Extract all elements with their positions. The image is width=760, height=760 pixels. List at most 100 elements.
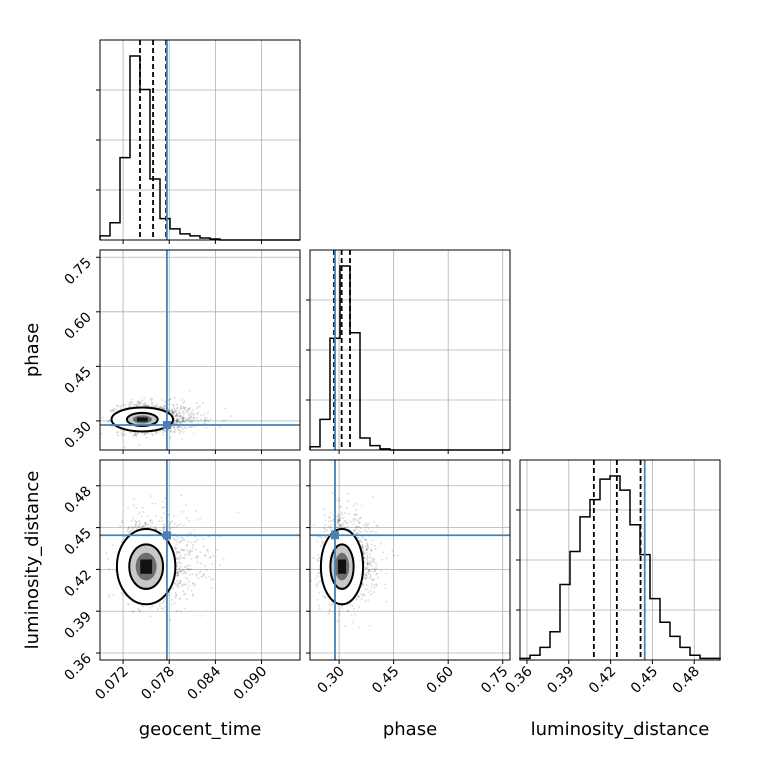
sample-point <box>144 432 147 435</box>
sample-point <box>195 557 198 560</box>
sample-point <box>129 405 132 408</box>
sample-point <box>183 524 186 527</box>
sample-point <box>163 525 166 528</box>
sample-point <box>171 520 174 523</box>
sample-point <box>373 586 376 589</box>
sample-point <box>192 528 195 531</box>
sample-point <box>174 415 177 418</box>
sample-point <box>193 541 196 544</box>
sample-point <box>365 552 368 555</box>
sample-point <box>180 540 183 543</box>
sample-point <box>199 551 202 554</box>
sample-point <box>198 405 201 408</box>
sample-point <box>175 419 178 422</box>
sample-point <box>112 409 115 412</box>
sample-point <box>171 598 174 601</box>
sample-point <box>189 417 192 420</box>
sample-point <box>212 555 215 558</box>
sample-point <box>327 612 330 615</box>
sample-point <box>358 517 361 520</box>
sample-point <box>327 525 330 528</box>
sample-point <box>186 543 189 546</box>
sample-point <box>184 592 187 595</box>
sample-point <box>204 418 207 421</box>
sample-point <box>175 539 178 542</box>
sample-point <box>335 520 338 523</box>
sample-point <box>154 525 157 528</box>
sample-point <box>184 565 187 568</box>
sample-point <box>161 519 164 522</box>
sample-point <box>182 428 185 431</box>
sample-point <box>373 583 376 586</box>
sample-point <box>203 419 206 422</box>
sample-point <box>190 412 193 415</box>
sample-point <box>178 561 181 564</box>
x-tick-label: 0.42 <box>586 664 619 697</box>
sample-point <box>316 575 319 578</box>
x-tick-label: 0.60 <box>424 664 457 697</box>
sample-point <box>179 415 182 418</box>
sample-point <box>182 549 185 552</box>
sample-point <box>177 586 180 589</box>
sample-point <box>134 433 137 436</box>
sample-point <box>155 405 158 408</box>
sample-point <box>163 524 166 527</box>
panel-phase-luminosity_distance <box>310 492 399 629</box>
sample-point <box>159 406 162 409</box>
sample-point <box>182 415 185 418</box>
contour-inner <box>329 543 355 590</box>
sample-point <box>316 598 319 601</box>
sample-point <box>355 526 358 529</box>
sample-point <box>143 433 146 436</box>
sample-point <box>357 595 360 598</box>
sample-point <box>176 414 179 417</box>
sample-point <box>336 526 339 529</box>
sample-point <box>109 410 112 413</box>
sample-point <box>355 528 358 531</box>
sample-point <box>336 522 339 525</box>
sample-point <box>135 434 138 437</box>
sample-point <box>371 558 374 561</box>
contour-outer <box>110 406 175 433</box>
sample-point <box>192 432 195 435</box>
sample-point <box>137 524 140 527</box>
sample-point <box>178 415 181 418</box>
sample-point <box>365 574 368 577</box>
sample-point <box>355 502 358 505</box>
sample-point <box>137 607 140 610</box>
sample-point <box>187 568 190 571</box>
sample-point <box>316 558 319 561</box>
sample-point <box>324 519 327 522</box>
sample-point <box>176 575 179 578</box>
sample-point <box>336 619 339 622</box>
sample-point <box>170 410 173 413</box>
sample-point <box>353 613 356 616</box>
sample-point <box>171 410 174 413</box>
sample-point <box>375 568 378 571</box>
sample-point <box>173 546 176 549</box>
sample-point <box>132 527 135 530</box>
y-axis-label-phase: phase <box>22 323 43 377</box>
sample-point <box>188 520 191 523</box>
sample-point <box>361 543 364 546</box>
sample-point <box>130 401 133 404</box>
sample-point <box>338 519 341 522</box>
sample-point <box>151 522 154 525</box>
sample-point <box>183 421 186 424</box>
sample-point <box>119 407 122 410</box>
sample-point <box>370 548 373 551</box>
sample-point <box>353 528 356 531</box>
sample-point <box>195 417 198 420</box>
sample-point <box>357 626 360 629</box>
sample-point <box>366 563 369 566</box>
sample-point <box>155 405 158 408</box>
sample-point <box>159 404 162 407</box>
sample-point <box>184 576 187 579</box>
sample-point <box>338 496 341 499</box>
sample-point <box>173 601 176 604</box>
sample-point <box>182 569 185 572</box>
sample-point <box>184 426 187 429</box>
truth-marker <box>162 420 171 429</box>
sample-point <box>175 426 178 429</box>
sample-point <box>202 545 205 548</box>
